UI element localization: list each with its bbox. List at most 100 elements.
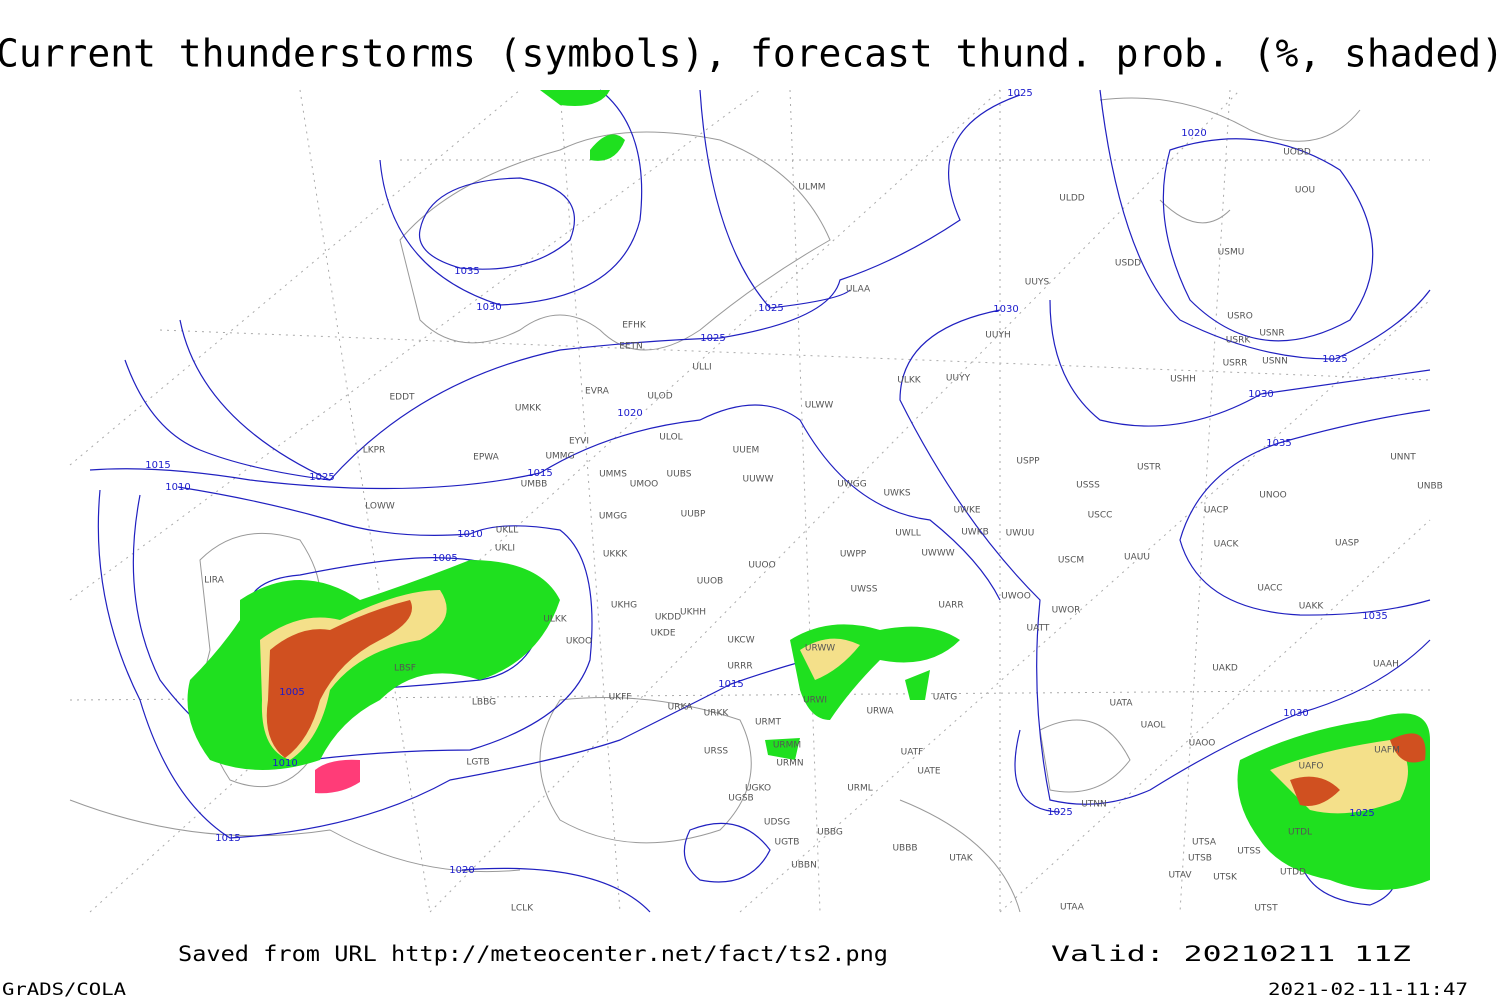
isobar-label: 1020 <box>449 865 474 876</box>
station-label: UUWW <box>743 475 774 485</box>
station-label: URWW <box>805 644 835 654</box>
station-label: URML <box>847 784 873 794</box>
station-label: UMMS <box>599 470 627 480</box>
station-label: UWOR <box>1052 606 1081 616</box>
station-label: UAKD <box>1212 664 1238 674</box>
station-label: UMGG <box>599 512 627 522</box>
station-label: USDD <box>1115 259 1141 269</box>
station-label: LCLK <box>511 904 534 914</box>
station-label: UKDE <box>650 629 675 639</box>
station-label: ULAA <box>846 285 871 295</box>
station-label: EPWA <box>473 453 500 463</box>
station-label: UMMG <box>545 452 574 462</box>
station-label: USCM <box>1058 556 1084 566</box>
station-label: UATA <box>1109 699 1133 709</box>
station-label: UWGG <box>837 480 866 490</box>
isobar-label: 1025 <box>1007 88 1032 99</box>
station-label: ULKK <box>897 376 922 386</box>
station-label: USPP <box>1016 457 1040 467</box>
station-label: UWKE <box>953 506 980 516</box>
station-label: UAFM <box>1374 746 1400 756</box>
isobar-label: 1010 <box>457 529 482 540</box>
station-label: UKDD <box>655 613 681 623</box>
station-label: UUOB <box>697 577 723 587</box>
station-label: UATE <box>917 767 941 777</box>
station-label: EYVI <box>569 437 589 447</box>
isobar-label: 1010 <box>165 482 190 493</box>
isobar-label: 1030 <box>476 302 501 313</box>
isobar-labels: 1035 1030 1025 1025 1025 1020 1030 1025 1030 1035… <box>145 88 1387 876</box>
probability-shading <box>187 90 1430 890</box>
station-label: UBBN <box>791 861 817 871</box>
station-label: ULMM <box>798 183 825 193</box>
station-label: UWUU <box>1006 529 1035 539</box>
isobar-label: 1035 <box>1362 611 1387 622</box>
station-label: ULLI <box>692 363 711 373</box>
title: Current thunderstorms (symbols), forecas… <box>0 32 1500 76</box>
station-label: URMN <box>776 759 803 769</box>
station-label: UKHH <box>680 608 706 618</box>
station-label: UAOO <box>1189 739 1216 749</box>
station-label: UUOO <box>748 561 775 571</box>
station-label: USSS <box>1076 481 1100 491</box>
station-label: UTAV <box>1168 871 1192 881</box>
station-label: UTDD <box>1280 868 1306 878</box>
station-label: UATG <box>933 693 958 703</box>
station-label: UWSS <box>851 585 878 595</box>
station-label: UATT <box>1027 624 1050 634</box>
station-label: UACK <box>1214 540 1240 550</box>
station-label: USRR <box>1223 359 1248 369</box>
station-label: USHH <box>1170 375 1196 385</box>
station-label: USMU <box>1218 248 1245 258</box>
isobar-label: 1030 <box>993 304 1018 315</box>
station-label: URKK <box>704 709 730 719</box>
station-label: ULDD <box>1059 194 1085 204</box>
station-label: UKLL <box>496 526 519 536</box>
isobar-label: 1030 <box>1248 389 1273 400</box>
station-label: UOU <box>1295 186 1315 196</box>
timestamp: 2021-02-11-11:47 <box>1268 980 1468 1000</box>
station-label: URKA <box>668 703 694 713</box>
station-label: UWPP <box>840 550 867 560</box>
station-label: URWI <box>803 696 827 706</box>
station-label: UMOO <box>630 480 659 490</box>
station-label: UBBB <box>892 844 917 854</box>
station-label: UAFO <box>1298 762 1323 772</box>
valid-time: Valid: 20210211 11Z <box>1051 942 1411 966</box>
isobar-label: 1020 <box>1181 128 1206 139</box>
isobar-label: 1010 <box>272 758 297 769</box>
station-label: UWWW <box>921 549 954 559</box>
isobar-label: 1025 <box>758 303 783 314</box>
station-label: UUYS <box>1025 278 1050 288</box>
station-label: URRR <box>727 662 752 672</box>
station-label: UTNN <box>1081 800 1107 810</box>
isobar-label: 1015 <box>718 679 743 690</box>
station-label: UNNT <box>1390 453 1416 463</box>
station-label: UAKK <box>1299 602 1325 612</box>
isobar-label: 1015 <box>145 460 170 471</box>
station-label: LIRA <box>204 576 225 586</box>
graticule <box>69 89 1431 913</box>
station-label: UTDL <box>1288 828 1312 838</box>
station-label: UMBB <box>521 480 548 490</box>
isobar-label: 1035 <box>454 266 479 277</box>
station-label: EFHK <box>622 321 647 331</box>
station-label: USRK <box>1226 336 1252 346</box>
station-label: ULWW <box>805 401 834 411</box>
station-label: UUBP <box>681 510 706 520</box>
station-label: UWOO <box>1001 592 1031 602</box>
isobar-label: 1005 <box>432 553 457 564</box>
station-labels: ULMM ULDD UODD UOU USMU USDD UUYS ULAA USRO USRK U… <box>204 148 1443 914</box>
isobar-label: 1035 <box>1266 438 1291 449</box>
isobar-label: 1025 <box>700 333 725 344</box>
station-label: UTSK <box>1213 873 1238 883</box>
station-label: UWKS <box>883 489 910 499</box>
station-label: UGTB <box>775 838 800 848</box>
station-label: EVRA <box>585 387 610 397</box>
isobar-label: 1025 <box>1047 807 1072 818</box>
station-label: UTSA <box>1192 838 1217 848</box>
station-label: UKFF <box>609 693 632 703</box>
station-label: UODD <box>1283 148 1311 158</box>
station-label: UKOO <box>566 637 592 647</box>
station-label: UKKK <box>603 550 628 560</box>
